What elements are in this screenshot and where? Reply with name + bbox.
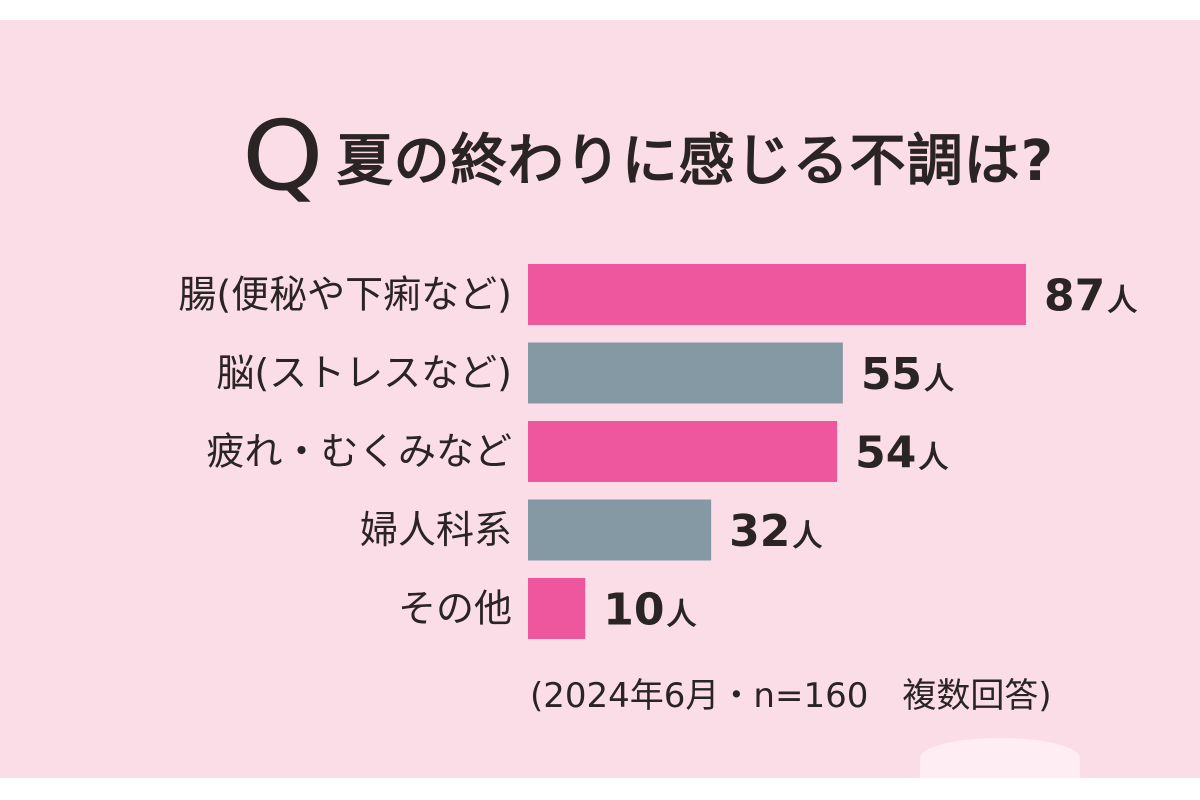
value-number-3: 32: [729, 506, 790, 557]
value-number-2: 54: [855, 428, 916, 479]
bar-1: [528, 342, 843, 404]
value-number-1: 55: [861, 349, 922, 400]
q-mark-icon: Q: [241, 100, 324, 212]
category-label-0: 腸(便秘や下痢など): [178, 273, 512, 317]
value-unit-3: 人: [792, 519, 822, 554]
bar-4: [528, 578, 586, 639]
value-label-4: 10人: [603, 585, 696, 636]
title-text: 夏の終わりに感じる不調は?: [336, 128, 1055, 194]
value-label-3: 32人: [729, 506, 822, 557]
category-label-1: 脳(ストレスなど): [216, 351, 512, 395]
category-label-4: その他: [398, 587, 512, 631]
value-unit-0: 人: [1107, 284, 1137, 319]
value-number-4: 10: [603, 585, 664, 636]
category-label-3: 婦人科系: [360, 508, 512, 552]
bar-0: [528, 264, 1026, 325]
value-unit-1: 人: [924, 362, 954, 397]
category-label-2: 疲れ・むくみなど: [206, 430, 512, 474]
bar-3: [528, 499, 712, 561]
value-label-1: 55人: [861, 349, 954, 400]
value-label-2: 54人: [855, 428, 948, 479]
footnote: (2024年6月・n=160 複数回答): [530, 676, 1052, 716]
value-label-0: 87人: [1044, 271, 1137, 322]
bar-2: [528, 421, 838, 482]
value-unit-4: 人: [666, 598, 696, 633]
decorative-shape: [920, 738, 1080, 778]
value-number-0: 87: [1044, 271, 1105, 322]
chart-title: Q 夏の終わりに感じる不調は?: [241, 100, 1055, 212]
value-unit-2: 人: [918, 441, 948, 476]
